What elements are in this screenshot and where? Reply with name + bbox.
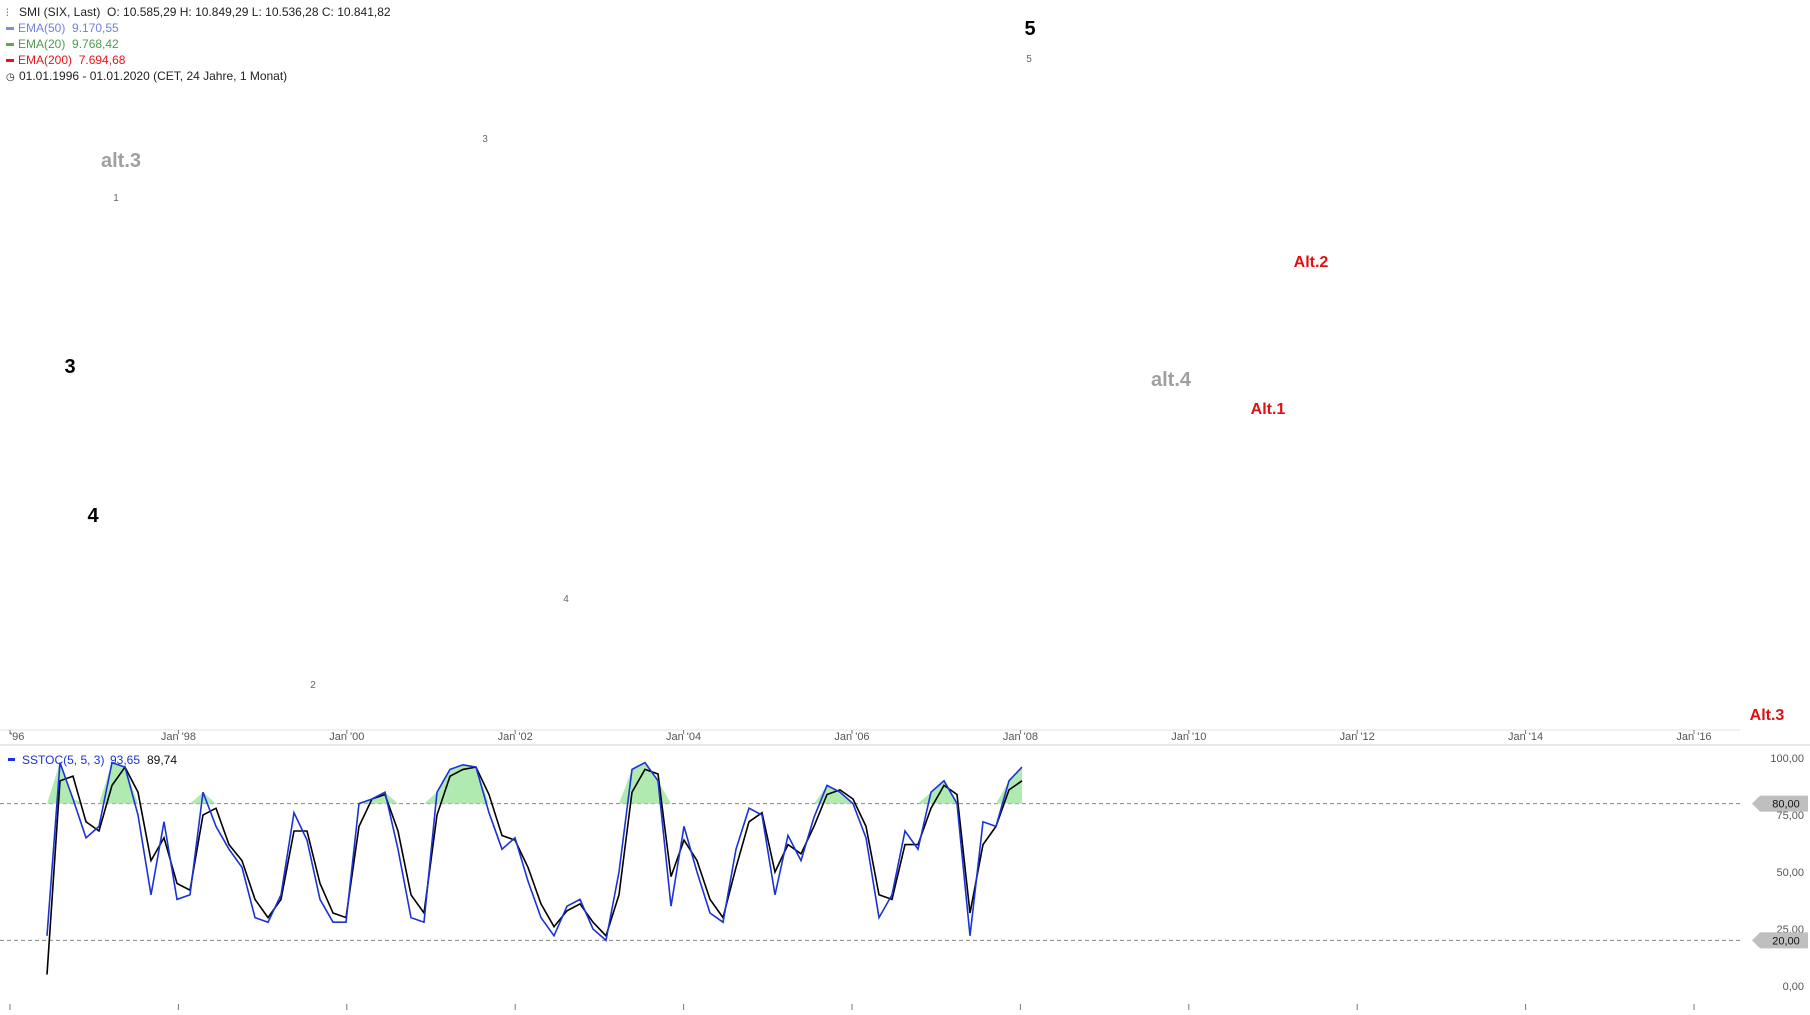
stoch-fill-segment — [632, 762, 645, 804]
stoch-fill-segment — [190, 792, 203, 804]
legend-range: ◷ 01.01.1996 - 01.01.2020 (CET, 24 Jahre,… — [6, 68, 287, 86]
wave-label-small: 5 — [1026, 54, 1032, 65]
stoch-fill-segment — [73, 799, 86, 804]
ohlc-values: O: 10.585,29 H: 10.849,29 L: 10.536,28 C… — [107, 5, 391, 19]
ema200-label: EMA(200) — [18, 53, 73, 67]
ema20-value: 9.768,42 — [72, 37, 119, 51]
stoch-level-badge — [1752, 795, 1808, 812]
stoch-legend-name: SSTOC(5, 5, 3) — [22, 753, 104, 767]
stoch-y-tick-label: 100,00 — [1770, 753, 1804, 765]
annotation-alt2: Alt.2 — [1294, 254, 1329, 271]
annotation-alt3-gray: alt.3 — [101, 150, 141, 172]
ema50-value: 9.170,55 — [72, 21, 119, 35]
stoch-y-tick-label: 75,00 — [1776, 810, 1804, 822]
ema200-value: 7.694,68 — [78, 53, 126, 67]
legend-instrument: ⫶ SMI (SIX, Last) O: 10.585,29 H: 10.849,… — [6, 4, 391, 22]
stoch-fill-segment — [424, 792, 437, 804]
legend-ema50: EMA(50) 9.170,55 — [6, 20, 119, 36]
ema20-label: EMA(20) — [18, 37, 66, 51]
stoch-fill-segment — [918, 792, 931, 804]
stoch-k-line — [46, 761, 1023, 942]
wave-label-bold: 5 — [1024, 18, 1035, 40]
stoch-fill-segment — [996, 780, 1009, 804]
stoch-d-line — [46, 765, 1023, 975]
date-range: 01.01.1996 - 01.01.2020 (CET, 24 Jahre, … — [19, 69, 288, 83]
stoch-overbought-fill — [47, 762, 1022, 804]
stoch-legend-k: 93,65 — [110, 753, 140, 767]
stoch-legend-d: 89,74 — [147, 753, 177, 767]
stoch-fill-segment — [931, 780, 944, 804]
x-tick-label: Jan '14 — [1508, 731, 1543, 743]
wave-label-small: 1 — [113, 193, 119, 204]
x-tick-label: Jan '04 — [666, 731, 701, 743]
stoch-fill-segment — [437, 769, 450, 804]
clock-icon: ◷ — [6, 72, 15, 83]
stoch-fill-segment — [814, 785, 827, 804]
stoch-fill-segment — [99, 762, 112, 804]
ema50-swatch — [6, 27, 14, 31]
stoch-level-badge-label: 20,00 — [1772, 935, 1800, 947]
x-tick-label: '96 — [10, 731, 24, 743]
wave-label-small: 2 — [310, 680, 316, 691]
x-tick-label: Jan '08 — [1003, 731, 1038, 743]
ema200-swatch — [6, 59, 14, 63]
stoch-level-badge — [1752, 932, 1808, 949]
instrument-name: SMI (SIX, Last) — [19, 5, 101, 19]
x-tick-label: Jan '16 — [1676, 731, 1711, 743]
stoch-fill-segment — [463, 764, 476, 804]
x-tick-label: Jan '06 — [834, 731, 869, 743]
stoch-legend-swatch — [8, 758, 15, 761]
ema50-label: EMA(50) — [18, 21, 66, 35]
annotation-alt3: Alt.3 — [1750, 707, 1785, 724]
annotation-alt4-gray: alt.4 — [1151, 369, 1192, 391]
legend-ema200: EMA(200) 7.694,68 — [6, 52, 125, 68]
x-tick-label: Jan '00 — [329, 731, 364, 743]
stoch-y-tick-label: 50,00 — [1776, 867, 1804, 879]
ema20-swatch — [6, 43, 14, 47]
wave-label-bold: 4 — [87, 505, 99, 527]
wave-label-small: 4 — [563, 594, 569, 605]
x-tick-label: Jan '02 — [498, 731, 533, 743]
x-tick-label: Jan '98 — [161, 731, 196, 743]
stoch-fill-segment — [385, 792, 398, 804]
stoch-fill-segment — [827, 785, 840, 804]
annotation-alt1: Alt.1 — [1251, 401, 1286, 418]
stoch-level-badge-label: 80,00 — [1772, 799, 1800, 811]
wave-label-small: 3 — [482, 134, 488, 145]
legend-ema20: EMA(20) 9.768,42 — [6, 36, 119, 52]
x-tick-label: Jan '12 — [1340, 731, 1375, 743]
stoch-fill-segment — [645, 762, 658, 804]
candlestick-icon: ⫶ — [6, 8, 9, 19]
wave-label-bold: 3 — [64, 356, 75, 378]
x-tick-label: Jan '10 — [1171, 731, 1206, 743]
stoch-fill-segment — [47, 762, 60, 804]
stoch-y-tick-label: 0,00 — [1783, 981, 1804, 993]
